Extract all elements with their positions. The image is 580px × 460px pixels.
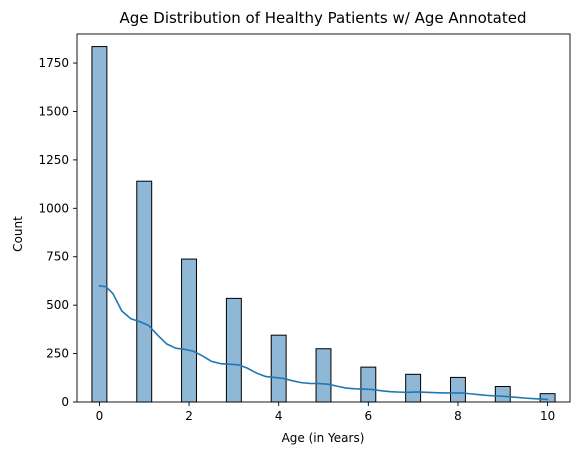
x-tick-label: 10 — [540, 409, 555, 423]
histogram-bar-age-2 — [181, 258, 198, 403]
x-axis-label: Age (in Years) — [282, 431, 365, 445]
histogram-bar-age-10 — [539, 393, 556, 403]
plot-frame — [76, 33, 571, 403]
y-tick-label: 1500 — [38, 104, 69, 118]
histogram-bar-age-0 — [91, 46, 108, 403]
histogram-bar-age-8 — [449, 376, 466, 403]
x-tick-label: 2 — [185, 409, 193, 423]
y-tick-label: 1250 — [38, 153, 69, 167]
x-tick-label: 0 — [96, 409, 104, 423]
bars-group — [91, 46, 556, 403]
axes-group: 0 2 4 6 8 10 0 250 500 750 1000 1250 1500 1750 — [38, 33, 571, 423]
y-tick-label: 250 — [46, 347, 69, 361]
y-tick-label: 500 — [46, 298, 69, 312]
y-tick-label: 1000 — [38, 201, 69, 215]
y-tick-label: 0 — [61, 395, 69, 409]
chart-title: Age Distribution of Healthy Patients w/ … — [119, 9, 526, 27]
histogram-bar-age-4 — [270, 334, 287, 403]
x-tick-label: 4 — [275, 409, 283, 423]
y-axis-label: Count — [11, 216, 25, 252]
histogram-bar-age-9 — [494, 386, 511, 403]
y-tick-label: 750 — [46, 250, 69, 264]
kde-line — [98, 284, 549, 401]
histogram-bar-age-7 — [405, 373, 422, 403]
histogram-bar-age-1 — [136, 180, 153, 403]
kde-group — [98, 284, 549, 401]
histogram-bar-age-5 — [315, 348, 332, 403]
histogram-bar-age-6 — [360, 366, 377, 403]
x-tick-label: 8 — [454, 409, 462, 423]
y-tick-label: 1750 — [38, 56, 69, 70]
histogram-bar-age-3 — [225, 297, 242, 403]
x-tick-label: 6 — [364, 409, 372, 423]
